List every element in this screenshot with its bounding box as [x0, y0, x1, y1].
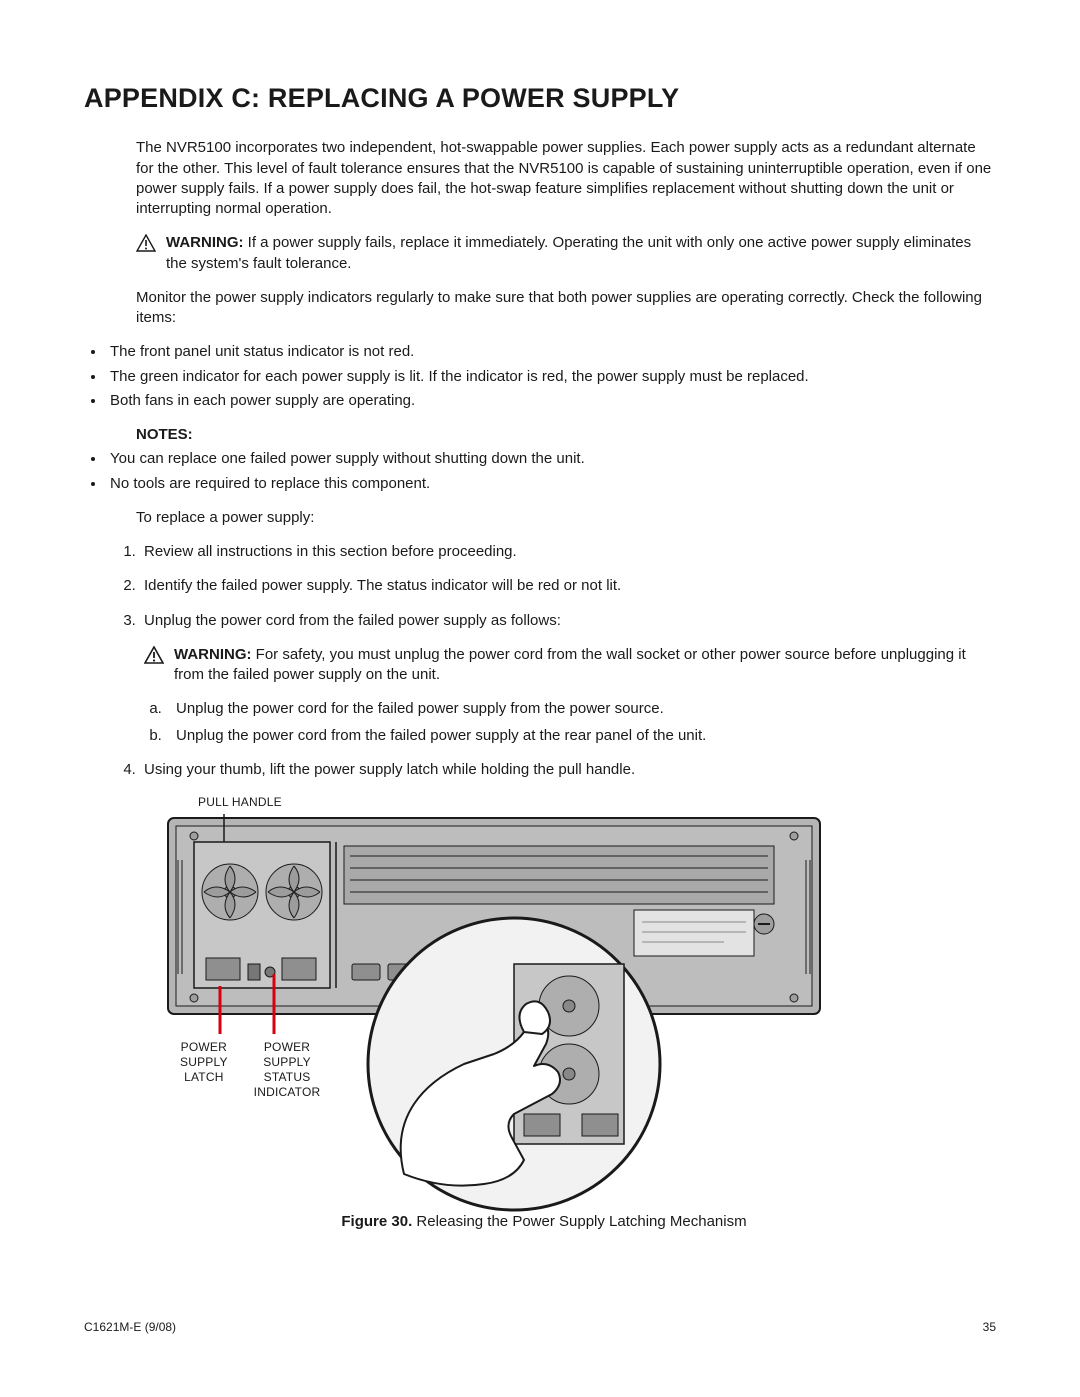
check-list: The front panel unit status indicator is…	[106, 342, 996, 411]
warning-label: WARNING:	[174, 646, 252, 663]
warning-text: If a power supply fails, replace it imme…	[166, 234, 971, 271]
figure-30: PULL HANDLE	[164, 794, 924, 1232]
warning-label: WARNING:	[166, 234, 244, 251]
list-item: No tools are required to replace this co…	[106, 474, 996, 494]
warning-text: For safety, you must unplug the power co…	[174, 646, 966, 683]
sub-step-b: Unplug the power cord from the failed po…	[166, 726, 996, 746]
intro-paragraph: The NVR5100 incorporates two independent…	[136, 138, 996, 219]
sub-steps: Unplug the power cord for the failed pow…	[166, 699, 996, 746]
footer-page-number: 35	[983, 1319, 996, 1335]
step-3: Unplug the power cord from the failed po…	[140, 611, 996, 746]
figure-number: Figure 30.	[341, 1213, 412, 1230]
list-item: You can replace one failed power supply …	[106, 449, 996, 469]
pull-handle-callout: PULL HANDLE	[198, 794, 924, 810]
sub-step-a: Unplug the power cord for the failed pow…	[166, 699, 996, 719]
warning-triangle-icon	[144, 646, 164, 664]
notes-list: You can replace one failed power supply …	[106, 449, 996, 494]
step-1: Review all instructions in this section …	[140, 542, 996, 562]
warning-block-1: WARNING: If a power supply fails, replac…	[136, 233, 996, 274]
page-title: APPENDIX C: REPLACING A POWER SUPPLY	[84, 80, 996, 116]
list-item: Both fans in each power supply are opera…	[106, 391, 996, 411]
figure-caption: Figure 30. Releasing the Power Supply La…	[164, 1212, 924, 1232]
zoom-detail-illustration	[364, 914, 664, 1214]
replace-intro: To replace a power supply:	[136, 508, 996, 528]
list-item: The green indicator for each power suppl…	[106, 367, 996, 387]
step-4: Using your thumb, lift the power supply …	[140, 760, 996, 780]
callout-status-indicator: POWER SUPPLY STATUS INDICATOR	[254, 1040, 321, 1100]
step-3-text: Unplug the power cord from the failed po…	[144, 612, 561, 629]
psu-fan-icon	[202, 864, 258, 920]
steps-list: Review all instructions in this section …	[140, 542, 996, 780]
warning-triangle-icon	[136, 234, 156, 252]
step-2: Identify the failed power supply. The st…	[140, 576, 996, 596]
notes-heading: NOTES:	[136, 425, 996, 445]
page-footer: C1621M-E (9/08) 35	[84, 1319, 996, 1335]
footer-doc-id: C1621M-E (9/08)	[84, 1319, 176, 1335]
callout-latch: POWER SUPPLY LATCH	[180, 1040, 228, 1100]
monitor-paragraph: Monitor the power supply indicators regu…	[136, 288, 996, 329]
list-item: The front panel unit status indicator is…	[106, 342, 996, 362]
figure-caption-text: Releasing the Power Supply Latching Mech…	[412, 1213, 746, 1230]
warning-block-2: WARNING: For safety, you must unplug the…	[144, 645, 996, 686]
psu-fan-icon	[266, 864, 322, 920]
